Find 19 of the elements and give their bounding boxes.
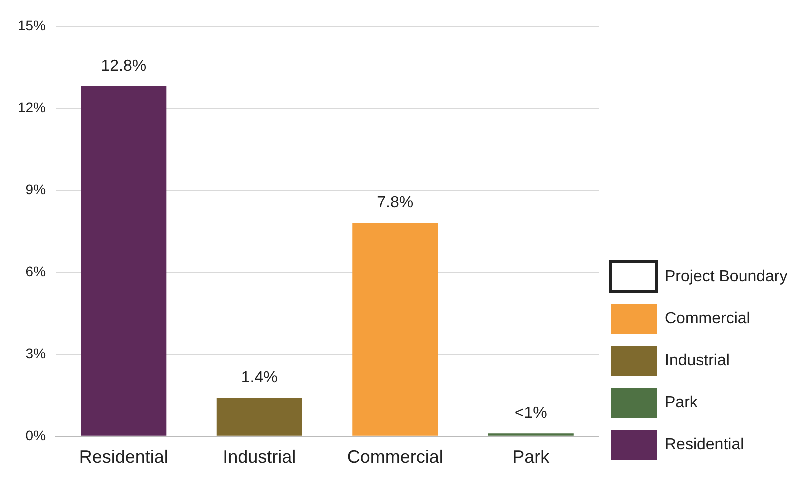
y-tick-label: 6% xyxy=(26,263,46,280)
legend-label: Residential xyxy=(665,436,744,454)
y-tick-label: 12% xyxy=(18,99,46,116)
data-label: 7.8% xyxy=(377,194,414,212)
legend-label: Project Boundary xyxy=(665,268,788,286)
x-tick-label: Commercial xyxy=(347,447,444,468)
y-tick-label: 9% xyxy=(26,181,46,198)
legend-label: Park xyxy=(665,394,699,412)
data-label: 1.4% xyxy=(241,370,278,387)
y-tick-label: 3% xyxy=(26,345,46,362)
x-tick-label: Industrial xyxy=(223,447,296,468)
y-tick-label: 0% xyxy=(26,427,46,444)
y-tick-label: 15% xyxy=(18,17,46,34)
legend-label: Industrial xyxy=(665,352,730,370)
data-label: 12.8% xyxy=(101,58,147,75)
data-label: <1% xyxy=(514,405,548,422)
x-tick-label: Residential xyxy=(79,447,168,468)
x-tick-label: Park xyxy=(512,447,551,468)
legend-label: Commercial xyxy=(665,310,750,328)
